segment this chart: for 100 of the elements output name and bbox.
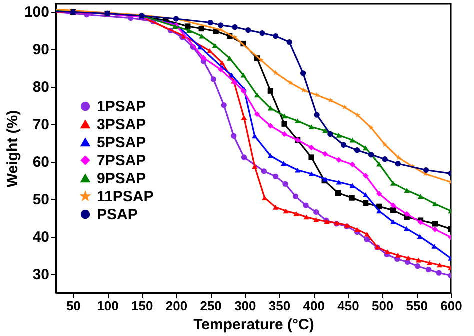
point [221, 102, 227, 108]
point [336, 180, 342, 185]
point [207, 48, 213, 54]
point [382, 156, 388, 162]
point [268, 123, 274, 129]
point [426, 266, 432, 273]
point [350, 183, 356, 188]
point [328, 131, 334, 138]
x-tick-label: 300 [234, 298, 256, 314]
point [350, 138, 356, 143]
point [404, 226, 410, 232]
point [226, 56, 233, 61]
legend-label: 11PSAP [97, 188, 154, 206]
point [273, 70, 279, 76]
point [232, 24, 238, 30]
point [294, 118, 301, 124]
point [364, 232, 370, 237]
x-tick-label: 550 [406, 298, 428, 314]
point [300, 70, 306, 76]
point [390, 220, 396, 225]
point [241, 115, 248, 120]
point [282, 121, 288, 127]
x-tick-label: 600 [440, 298, 462, 314]
point [282, 181, 288, 187]
point [268, 88, 274, 94]
legend-label: 5PSAP [97, 134, 146, 152]
point [273, 204, 279, 210]
x-tick-label: 450 [338, 298, 360, 314]
point [261, 168, 267, 174]
point [283, 208, 289, 214]
point [404, 211, 410, 218]
point [432, 226, 438, 232]
point [376, 162, 382, 167]
legend-label: PSAP [97, 206, 138, 224]
point [240, 72, 246, 78]
point [252, 164, 258, 169]
x-tick-label: 50 [66, 298, 81, 314]
point [229, 72, 235, 78]
x-tick-label: 200 [166, 298, 188, 314]
point [417, 234, 423, 240]
point [395, 161, 401, 167]
y-axis-title: Weight (%) [4, 110, 22, 188]
point [368, 125, 374, 130]
point [308, 172, 314, 176]
point [436, 262, 443, 268]
point [418, 194, 424, 199]
point [390, 202, 396, 208]
y-tick-label: 40 [32, 229, 50, 246]
y-tick-label: 80 [32, 79, 50, 96]
point [349, 195, 355, 201]
point [354, 227, 360, 232]
point [218, 22, 224, 28]
point [199, 34, 205, 39]
point [198, 26, 204, 32]
point [362, 173, 369, 179]
y-tick-label: 100 [24, 4, 50, 22]
point [241, 154, 248, 160]
point [281, 161, 287, 166]
point [303, 202, 309, 208]
point [282, 114, 288, 119]
point [390, 208, 396, 214]
point [292, 194, 299, 200]
point [362, 192, 369, 198]
point [336, 132, 342, 138]
point [432, 221, 438, 227]
point [268, 106, 274, 111]
x-tick-label: 150 [132, 298, 154, 314]
x-tick-label: 400 [303, 298, 325, 314]
point [350, 162, 356, 168]
x-tick-label: 100 [97, 298, 119, 314]
point [185, 24, 191, 30]
point [186, 28, 192, 34]
point [301, 87, 306, 93]
point [252, 134, 258, 139]
point [336, 157, 342, 163]
point [260, 30, 266, 36]
y-tick-label: 70 [32, 116, 50, 134]
x-tick-label: 500 [372, 298, 394, 314]
point [355, 112, 361, 118]
legend-label: 9PSAP [97, 170, 146, 188]
legend-label: 3PSAP [97, 116, 146, 134]
point [200, 55, 207, 61]
point [364, 236, 370, 243]
point [395, 253, 401, 258]
point [294, 168, 301, 173]
point [406, 256, 412, 261]
point [416, 258, 422, 263]
point [288, 80, 293, 86]
point [258, 57, 264, 63]
point [231, 133, 237, 139]
point [362, 200, 369, 206]
point [268, 154, 274, 158]
point [254, 92, 260, 98]
point [254, 112, 260, 118]
point [322, 128, 328, 134]
y-tick-label: 60 [32, 154, 50, 172]
y-tick-label: 90 [32, 42, 50, 59]
point [308, 144, 314, 151]
point [314, 209, 320, 216]
point [282, 131, 288, 138]
